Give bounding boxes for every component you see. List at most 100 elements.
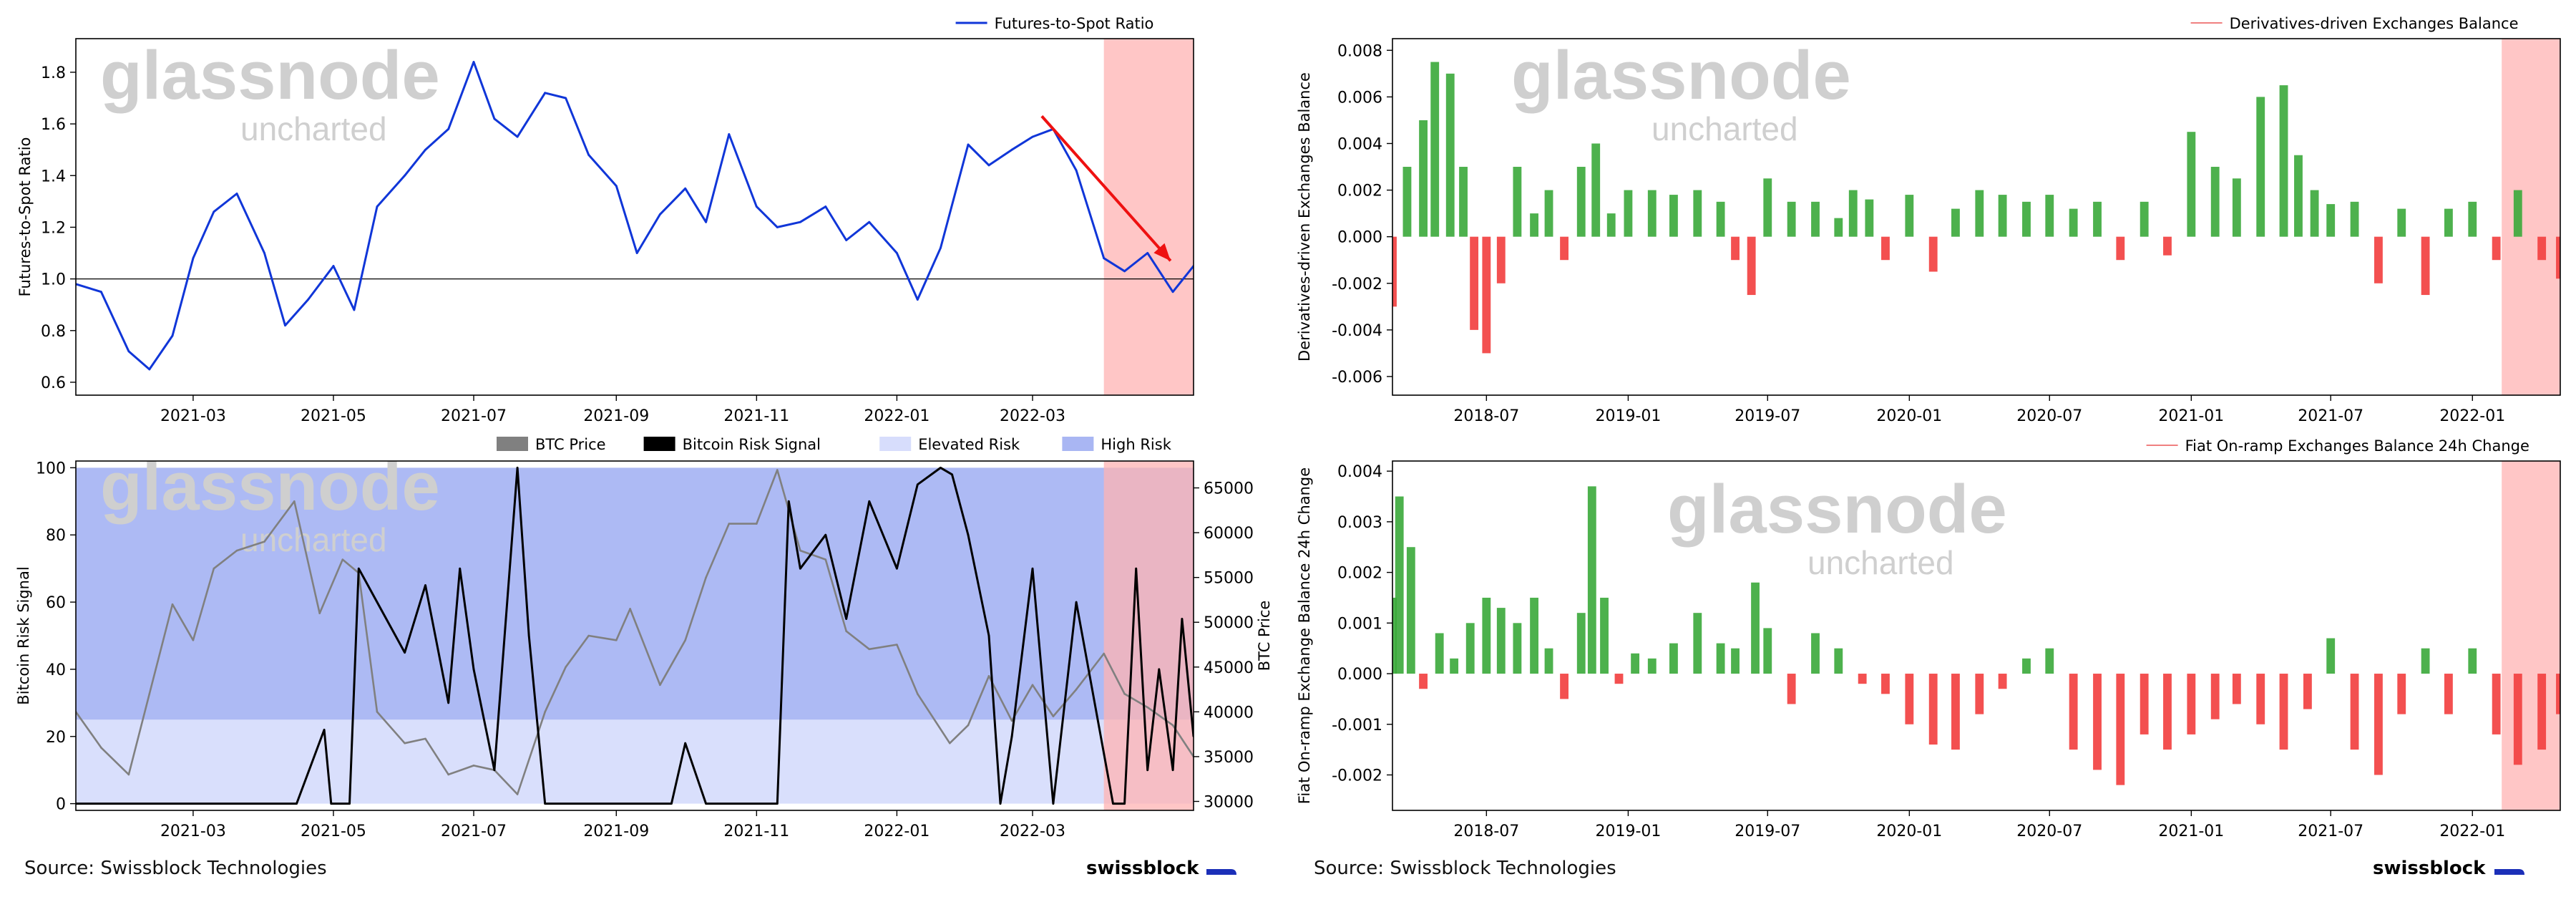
risk-signal-point [1181, 618, 1184, 620]
bar-positive [1751, 582, 1760, 674]
risk-signal-point [459, 567, 462, 570]
bar-positive [2294, 155, 2303, 237]
bar-negative [1392, 236, 1397, 307]
bar-negative [2374, 236, 2383, 283]
risk-signal-point [917, 483, 919, 486]
bar-positive [2140, 201, 2149, 237]
plot-frame [75, 460, 1194, 811]
futures-to-spot-point [516, 135, 519, 138]
btc-price-point [472, 765, 475, 767]
btc-price-point [127, 773, 130, 776]
risk-signal-point [1158, 668, 1161, 671]
bar-positive [2232, 178, 2241, 237]
bar-negative [1975, 674, 1984, 714]
bar-positive [1530, 597, 1538, 674]
risk-signal-point [1052, 802, 1055, 805]
risk-band-elevated-risk [76, 719, 1194, 804]
risk-signal-point [527, 634, 530, 637]
bar-negative [2256, 674, 2265, 724]
bar-negative [2303, 674, 2312, 709]
bar-positive [1606, 213, 1616, 237]
bar-negative [2492, 236, 2501, 261]
y-tick-label: 0.000 [1337, 229, 1382, 247]
y-tick-label: 40 [46, 661, 66, 679]
bar-positive [1763, 628, 1772, 674]
futures-to-spot-point [235, 193, 238, 195]
futures-to-spot-point [332, 265, 335, 267]
risk-signal-point [447, 702, 449, 704]
bar-positive [2045, 195, 2054, 237]
btc-price-point [776, 469, 779, 471]
risk-shaded-region [1103, 39, 1194, 395]
risk-signal-point [1171, 769, 1174, 771]
y-tick-label: 0.001 [1337, 615, 1382, 633]
btc-price-point [100, 747, 102, 749]
bar-positive [1787, 201, 1796, 237]
risk-signal-point [705, 802, 707, 805]
futures-to-spot-point [845, 239, 848, 241]
bar-negative [1928, 236, 1938, 272]
risk-signal-point [1146, 769, 1149, 771]
bar-negative [1560, 674, 1568, 699]
risk-signal-point [896, 567, 898, 570]
bar-positive [1998, 195, 2007, 237]
x-tick-label: 2021-09 [583, 823, 649, 840]
bar-negative [2444, 674, 2453, 714]
x-tick-label: 2021-07 [2298, 823, 2363, 840]
plot-frame [1392, 460, 2561, 811]
bar-positive [1647, 190, 1657, 237]
btc-price-point [684, 639, 687, 641]
btc-price-point [587, 634, 590, 637]
y-tick-label: -0.001 [1332, 717, 1382, 734]
x-tick-label: 2022-01 [2439, 407, 2505, 425]
y2-tick-label: 65000 [1204, 480, 1254, 498]
bar-positive [2468, 648, 2477, 674]
risk-shaded-region [2502, 461, 2560, 810]
risk-signal-point [845, 618, 847, 620]
bar-positive [1406, 547, 1415, 674]
y-tick-label: 0.002 [1337, 565, 1382, 583]
bar-negative [1998, 674, 2007, 689]
y2-tick-label: 50000 [1204, 614, 1254, 632]
btc-price-point [544, 711, 546, 713]
futures-to-spot-point [868, 220, 871, 223]
bar-positive [1402, 167, 1412, 237]
risk-signal-point [1135, 567, 1137, 570]
bar-negative [2279, 674, 2288, 750]
y-tick-label: -0.002 [1332, 276, 1382, 294]
bar-positive [2421, 648, 2430, 674]
bar-negative [2556, 236, 2560, 279]
bar-negative [2093, 674, 2102, 770]
btc-price-point [263, 540, 265, 543]
bar-negative [1496, 236, 1506, 283]
risk-signal-point [684, 742, 687, 745]
btc-price-point [171, 603, 174, 606]
bar-negative [2537, 236, 2547, 261]
x-tick-label: 2021-05 [301, 407, 366, 425]
btc-price-point [987, 675, 990, 677]
bar-negative [2140, 674, 2149, 734]
y-tick-label: 0.003 [1337, 514, 1382, 532]
bar-positive [2350, 201, 2359, 237]
bar-negative [1560, 236, 1568, 261]
futures-to-spot-point [284, 324, 286, 326]
x-tick-label: 2021-07 [441, 407, 507, 425]
futures-to-spot-point [658, 213, 661, 215]
bar-positive [1576, 167, 1586, 237]
legend-label: Fiat On-ramp Exchanges Balance 24h Chang… [2185, 437, 2529, 455]
y2-tick-label: 45000 [1204, 659, 1254, 677]
bar-positive [1591, 143, 1601, 237]
bar-negative [2163, 674, 2172, 750]
watermark-glassnode: glassnode [1667, 471, 2007, 548]
bar-positive [1513, 167, 1522, 237]
futures-to-spot-point [404, 174, 406, 177]
futures-to-spot-point [127, 350, 130, 353]
bar-negative [2374, 674, 2383, 775]
risk-signal-point [472, 668, 475, 671]
x-tick-label: 2022-03 [1000, 407, 1065, 425]
